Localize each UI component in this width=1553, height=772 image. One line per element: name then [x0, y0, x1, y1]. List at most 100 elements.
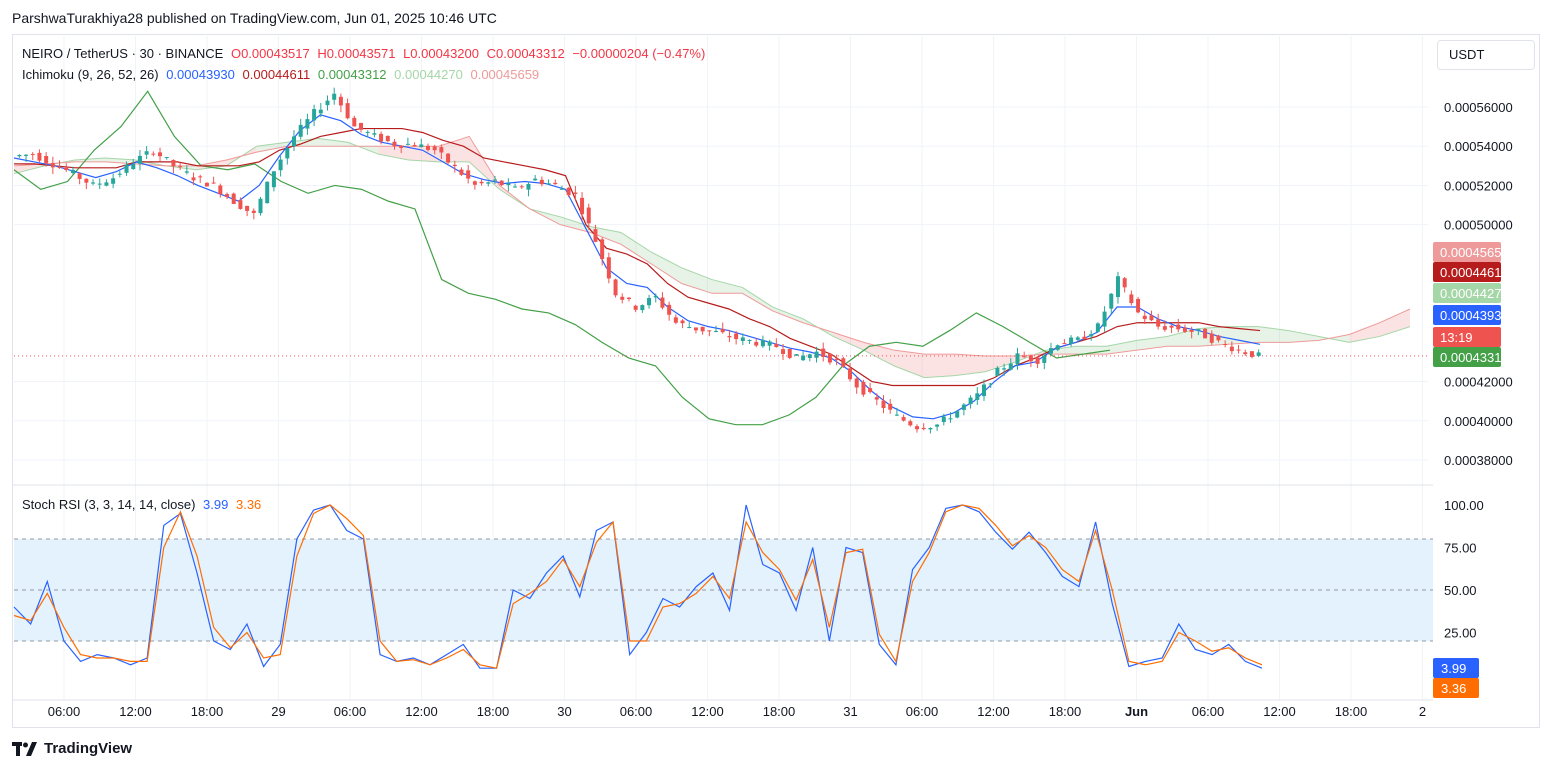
candle-down [707, 330, 712, 332]
candle-down [1035, 357, 1040, 364]
price-tag [1433, 305, 1501, 325]
candle-up [285, 148, 290, 159]
candle-up [164, 157, 169, 159]
candle-down [1229, 346, 1234, 352]
candle-down [1129, 294, 1134, 304]
stoch-value-tag [1433, 658, 1479, 678]
candle-up [740, 337, 745, 341]
candle-down [781, 349, 786, 355]
time-axis-label: 12:00 [119, 704, 152, 719]
price-tag [1433, 327, 1501, 347]
candle-up [184, 171, 189, 173]
candle-up [17, 154, 22, 157]
candle-down [827, 353, 832, 363]
price-tag [1433, 242, 1501, 262]
stoch-label[interactable]: Stoch RSI (3, 3, 14, 14, close) [22, 497, 196, 512]
candles [17, 87, 1261, 434]
price-axis-label: 0.00040000 [1444, 414, 1513, 429]
candle-up [975, 393, 980, 400]
candle-down [566, 187, 571, 196]
time-axis-label: 12:00 [1263, 704, 1296, 719]
candle-up [144, 151, 149, 155]
candle-down [854, 378, 859, 388]
candle-down [1243, 352, 1248, 355]
open-value: O0.00043517 [230, 46, 310, 61]
candle-down [519, 186, 524, 188]
candle-down [580, 197, 585, 215]
stoch-axis-label: 50.00 [1444, 583, 1477, 598]
candle-down [399, 145, 404, 148]
candle-up [546, 183, 551, 185]
candle-up [1008, 363, 1013, 370]
candle-down [787, 348, 792, 358]
ichimoku-label[interactable]: Ichimoku (9, 26, 52, 26) [22, 67, 159, 82]
candle-down [1022, 356, 1027, 358]
candle-down [479, 181, 484, 184]
candle-up [1256, 352, 1261, 356]
candle-up [559, 188, 564, 190]
candle-down [251, 210, 256, 213]
candle-up [1015, 353, 1020, 365]
candle-up [70, 169, 75, 173]
candle-down [30, 154, 35, 156]
candle-down [774, 343, 779, 348]
candle-down [1062, 343, 1067, 345]
candle-down [352, 117, 357, 127]
candle-up [640, 305, 645, 311]
candle-down [868, 388, 873, 393]
price-tag-label: 0.00043930 [1440, 308, 1509, 323]
candle-up [988, 383, 993, 385]
cloud-segment [105, 157, 136, 164]
price-axis-label: 0.00056000 [1444, 100, 1513, 115]
candle-down [908, 421, 913, 426]
candle-down [626, 297, 631, 299]
price-tag [1433, 283, 1501, 303]
candle-up [1048, 348, 1053, 354]
candle-up [948, 418, 953, 420]
ichimoku-lines [13, 90, 1430, 426]
candle-up [687, 327, 692, 329]
candle-down [613, 279, 618, 296]
chart-frame [12, 34, 1540, 728]
cloud-segment [1379, 308, 1410, 337]
symbol-name[interactable]: NEIRO / TetherUS · 30 · BINANCE [22, 46, 224, 61]
candle-up [104, 182, 109, 186]
candle-down [385, 135, 390, 142]
candle-down [573, 192, 578, 194]
candle-down [593, 229, 598, 242]
candle-down [874, 397, 879, 400]
candle-down [191, 177, 196, 181]
candle-up [961, 404, 966, 410]
candle-up [111, 178, 116, 184]
candle-up [647, 298, 652, 306]
candle-down [586, 207, 591, 224]
candle-up [292, 136, 297, 147]
tradingview-logo-icon [12, 741, 37, 756]
axes: 0.00056000 0.00054000 0.00052000 0.00050000… [48, 100, 1513, 719]
candle-up [894, 414, 899, 416]
price-tags: 0.00045659 0.00044611 0.00044270 0.00043930… [1433, 242, 1509, 698]
cloud-segment [1045, 346, 1077, 355]
candle-down [734, 333, 739, 340]
candle-up [91, 182, 96, 184]
cloud-segment [681, 267, 712, 294]
candle-down [633, 305, 638, 310]
price-tag-label: 0.00044611 [1440, 265, 1508, 280]
stoch-axis-label: 100.00 [1444, 498, 1484, 513]
currency-button[interactable]: USDT [1437, 40, 1535, 70]
price-axis-label: 0.00054000 [1444, 139, 1513, 154]
cloud-segment [378, 146, 409, 160]
cloud-segment [833, 332, 864, 351]
time-axis-label: 06:00 [620, 704, 653, 719]
candle-up [1069, 337, 1074, 344]
tradingview-logo[interactable]: TradingView [12, 740, 132, 757]
candle-up [312, 109, 317, 121]
candle-up [332, 93, 337, 100]
cloud-segment [772, 307, 804, 323]
ichimoku-conversion-value: 0.00043930 [166, 67, 235, 82]
candle-up [365, 131, 370, 133]
candle-down [1169, 325, 1174, 328]
price-tag [1433, 347, 1501, 367]
candle-up [1196, 329, 1201, 331]
